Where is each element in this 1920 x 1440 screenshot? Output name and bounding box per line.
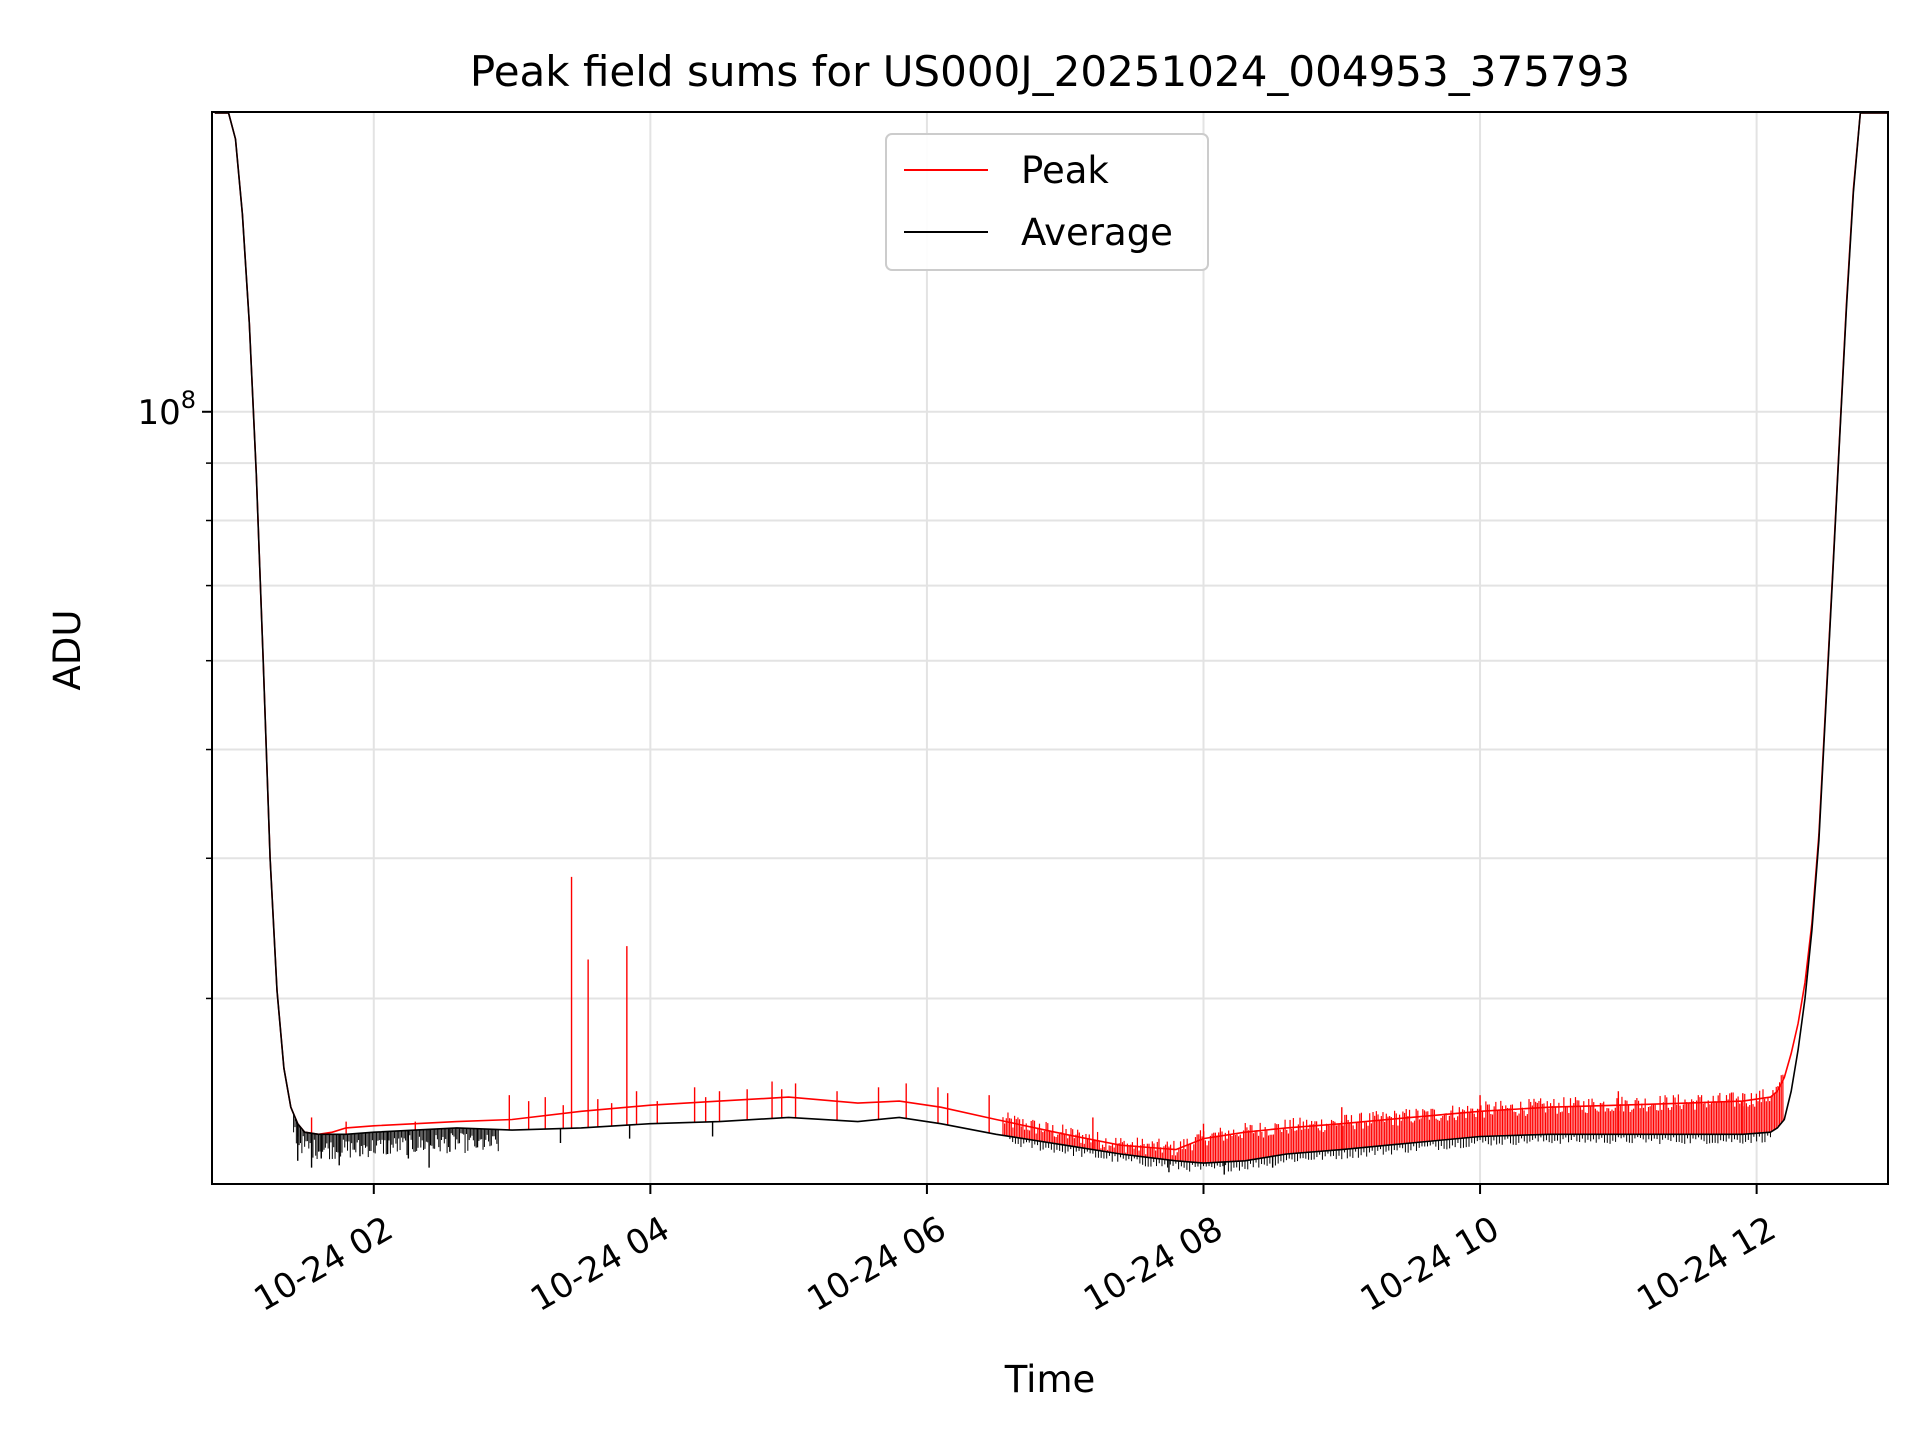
axis-ticks: 10-24 02 10-24 04 10-24 06 10-24 08 10-24 10… [137, 386, 1782, 1320]
legend-average-label: Average [1021, 211, 1173, 254]
x-axis-label: Time [1004, 1358, 1096, 1401]
x-tick-label: 10-24 06 [801, 1209, 953, 1320]
y-tick-label: 108 [137, 386, 196, 433]
x-tick-label: 10-24 12 [1630, 1209, 1782, 1320]
x-tick-label: 10-24 02 [247, 1209, 399, 1320]
chart-title: Peak field sums for US000J_20251024_0049… [470, 47, 1630, 96]
plot-frame [211, 111, 1889, 1185]
legend-box [885, 133, 1209, 271]
x-tick-label: 10-24 08 [1077, 1209, 1229, 1320]
series-line-average [214, 112, 1888, 1164]
series-area [214, 112, 1888, 1175]
average-noise-group [293, 1113, 1771, 1172]
peak-noise-group [1002, 1074, 1784, 1164]
x-tick-label: 10-24 10 [1354, 1209, 1506, 1320]
legend: Peak Average [885, 133, 1209, 271]
legend-peak-label: Peak [1021, 149, 1109, 192]
x-tick-label: 10-24 04 [524, 1209, 676, 1320]
grid [212, 112, 1888, 1184]
y-axis-label: ADU [46, 610, 89, 691]
